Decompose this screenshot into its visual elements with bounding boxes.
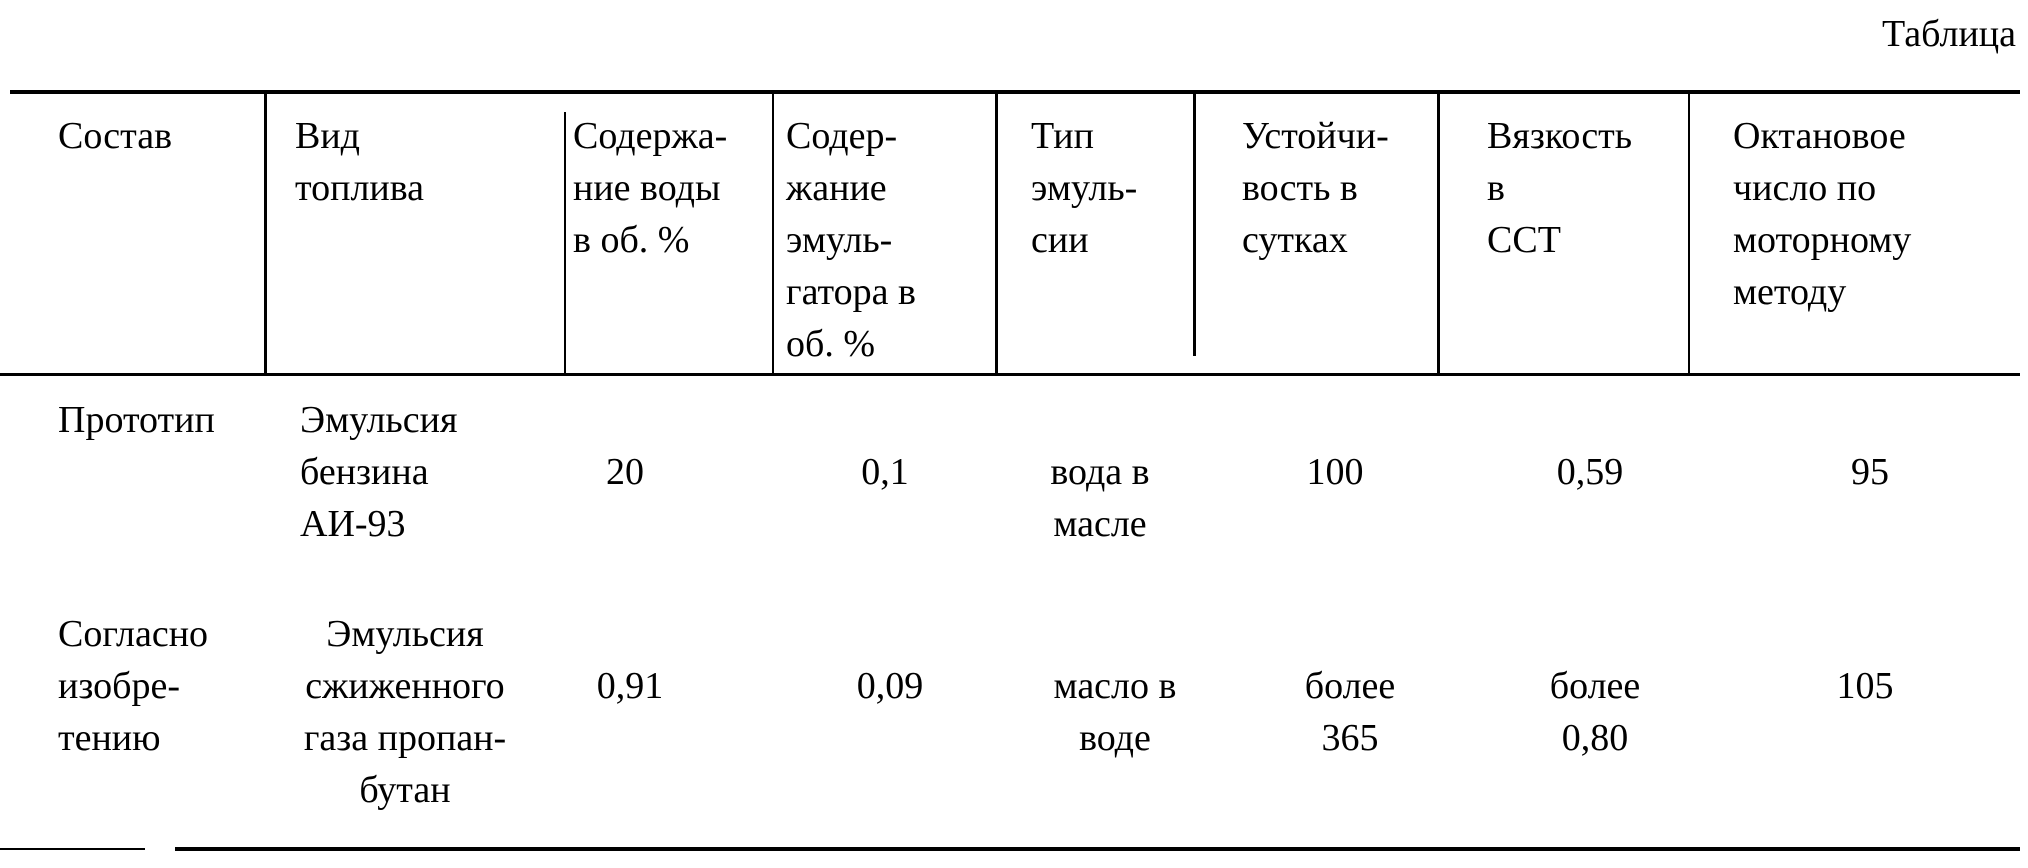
column-divider <box>772 92 774 376</box>
header-emulsion-type: Тип эмуль- сии <box>1031 110 1137 266</box>
cell-octane-number: 105 <box>1815 660 1915 712</box>
cell-viscosity: более 0,80 <box>1530 660 1660 764</box>
column-divider <box>1437 92 1440 376</box>
cell-composition: Прототип <box>58 394 215 446</box>
cell-viscosity: 0,59 <box>1540 446 1640 498</box>
table-caption: Таблица <box>1882 8 2016 60</box>
cell-stability: 100 <box>1285 446 1385 498</box>
cell-fuel-type: Эмульсия сжиженного газа пропан- бутан <box>270 608 540 816</box>
cell-emulsifier-content: 0,09 <box>840 660 940 712</box>
header-water-content: Содержа- ние воды в об. % <box>573 110 727 266</box>
cell-water-content: 0,91 <box>580 660 680 712</box>
column-divider <box>1193 92 1196 356</box>
header-stability: Устойчи- вость в сутках <box>1242 110 1389 266</box>
cell-composition: Согласно изобре- тению <box>58 608 208 764</box>
cell-stability: более 365 <box>1285 660 1415 764</box>
cell-emulsion-type: масло в воде <box>1040 660 1190 764</box>
cell-water-content: 20 <box>580 446 670 498</box>
column-divider <box>264 92 267 376</box>
header-composition: Состав <box>58 110 172 162</box>
header-fuel-type: Вид топлива <box>295 110 424 214</box>
column-divider <box>1688 92 1690 376</box>
header-octane-number: Октановое число по моторному методу <box>1733 110 1911 318</box>
cell-emulsion-type: вода в масле <box>1030 446 1170 550</box>
header-bottom-rule <box>0 373 2020 376</box>
table-top-rule <box>10 90 2020 94</box>
header-viscosity: Вязкость в ССТ <box>1487 110 1632 266</box>
cell-fuel-type: Эмульсия бензина АИ-93 <box>300 394 457 550</box>
cell-octane-number: 95 <box>1820 446 1920 498</box>
column-divider <box>995 92 998 376</box>
cell-emulsifier-content: 0,1 <box>840 446 930 498</box>
column-divider <box>564 112 566 376</box>
header-emulsifier-content: Содер- жание эмуль- гатора в об. % <box>786 110 916 370</box>
table-bottom-rule <box>175 847 2020 851</box>
bottom-rule-fragment <box>0 848 145 850</box>
